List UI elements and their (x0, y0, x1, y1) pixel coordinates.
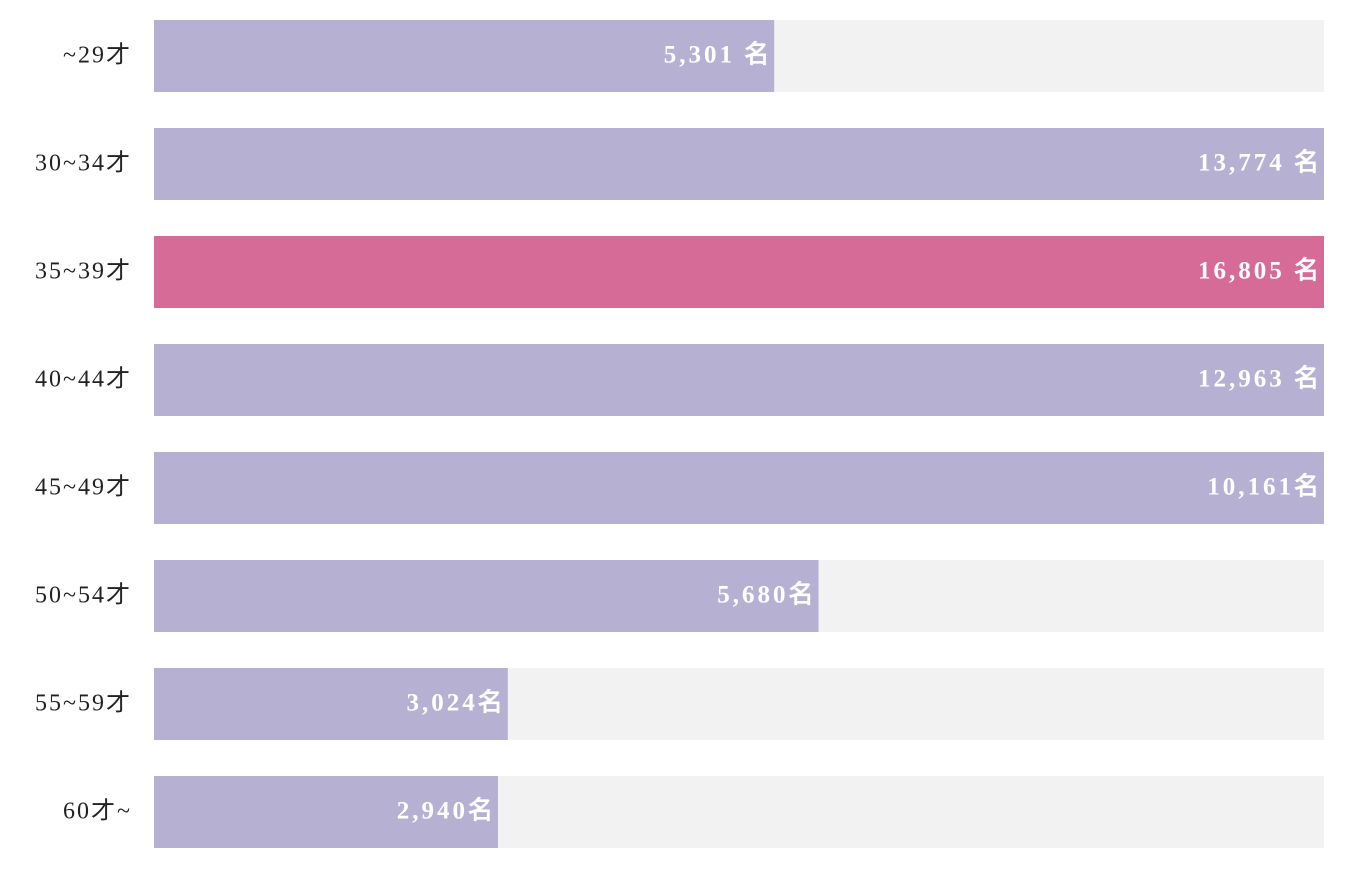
category-label: 35~39才 (35, 258, 132, 285)
bar (154, 452, 1324, 524)
value-label: 13,774 名 (1198, 148, 1322, 177)
value-label: 3,024名 (407, 688, 506, 717)
value-label: 5,680名 (717, 580, 816, 609)
category-label: 40~44才 (35, 366, 132, 393)
value-label: 16,805 名 (1198, 256, 1322, 285)
bar (154, 20, 775, 92)
bar (154, 344, 1324, 416)
value-label: 2,940名 (397, 796, 496, 825)
category-label: 30~34才 (35, 150, 132, 177)
category-label: 55~59才 (35, 690, 132, 717)
value-label: 12,963 名 (1198, 364, 1322, 393)
bar (154, 560, 819, 632)
category-label: 45~49才 (35, 474, 132, 501)
category-label: 50~54才 (35, 582, 132, 609)
bar (154, 776, 498, 848)
bar (154, 236, 1324, 308)
category-label: 60才~ (63, 798, 132, 825)
bar (154, 668, 508, 740)
category-label: ~29才 (63, 42, 132, 69)
value-label: 10,161名 (1207, 472, 1322, 501)
bar (154, 128, 1324, 200)
value-label: 5,301 名 (664, 40, 773, 69)
